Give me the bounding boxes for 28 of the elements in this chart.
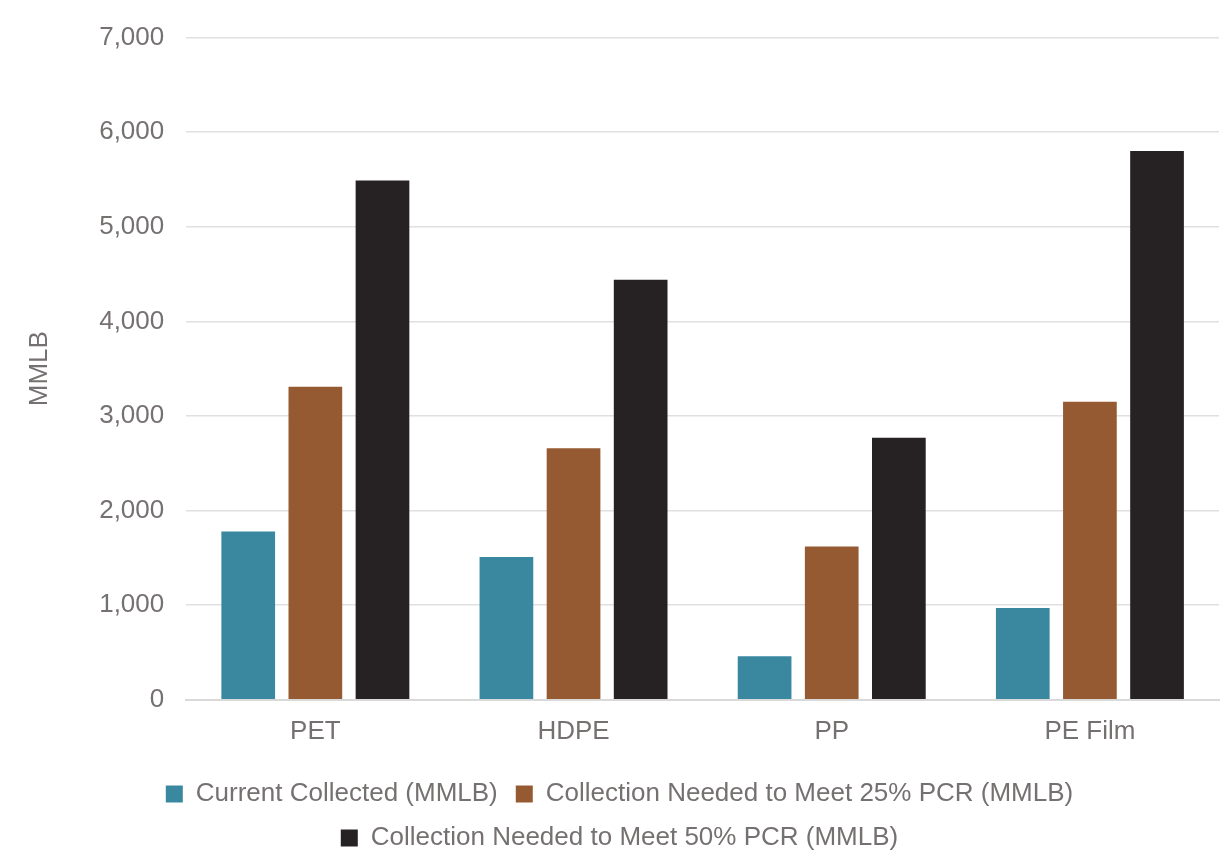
y-tick-label: 3,000 [99, 399, 165, 430]
y-tick-label: 0 [149, 682, 165, 713]
bar [479, 556, 534, 700]
y-tick-label: 2,000 [99, 493, 165, 524]
x-tick-label: PE Film [1044, 714, 1136, 745]
y-tick-label: 6,000 [99, 115, 165, 146]
bar [546, 448, 601, 700]
bar [1063, 401, 1117, 700]
bar [737, 656, 792, 700]
bar [288, 386, 343, 700]
bar [995, 608, 1050, 700]
y-axis-title: MMLB [22, 331, 53, 407]
bar [1130, 151, 1184, 700]
y-tick-label: 1,000 [99, 588, 165, 619]
bar [221, 531, 276, 700]
x-tick-label: HDPE [537, 714, 610, 745]
x-tick-label: PP [814, 714, 850, 745]
legend-label: Current Collected (MMLB) [195, 777, 498, 808]
y-tick-label: 4,000 [99, 304, 165, 335]
legend-label: Collection Needed to Meet 50% PCR (MMLB) [370, 821, 899, 852]
y-tick-label: 7,000 [99, 20, 165, 51]
x-tick-label: PET [290, 714, 341, 745]
bar [804, 546, 859, 700]
bar [872, 437, 926, 700]
y-tick-label: 5,000 [99, 209, 165, 240]
bar [355, 180, 410, 700]
bar [613, 279, 668, 700]
legend-label: Collection Needed to Meet 25% PCR (MMLB) [545, 777, 1074, 808]
